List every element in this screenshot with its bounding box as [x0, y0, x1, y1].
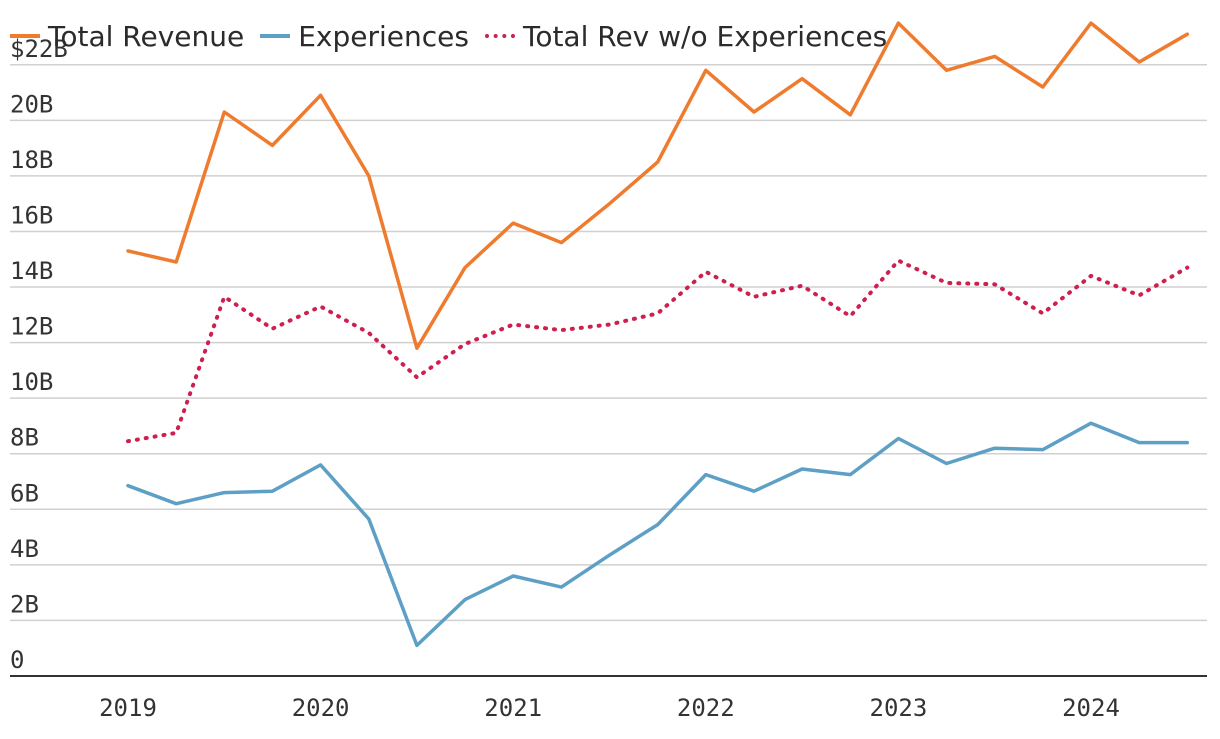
- legend-swatch-total-revenue: [10, 34, 40, 38]
- x-tick-label: 2023: [870, 694, 928, 722]
- y-tick-label: 10B: [10, 368, 53, 396]
- legend-label-experiences: Experiences: [298, 19, 469, 53]
- y-tick-label: 12B: [10, 313, 53, 341]
- legend-swatch-experiences: [260, 34, 291, 38]
- legend-label-total-rev-wo-experiences: Total Rev w/o Experiences: [522, 19, 888, 53]
- series-lines: [126, 21, 1190, 648]
- x-tick-label: 2020: [292, 694, 350, 722]
- legend-item-total-revenue[interactable]: Total Revenue: [10, 20, 244, 53]
- x-tick-label: 2019: [99, 694, 157, 722]
- series-line-total-rev-w-o-experiences: [126, 258, 1190, 444]
- y-tick-label: 0: [10, 646, 24, 674]
- legend-swatch-total-rev-wo-experiences: [484, 34, 515, 38]
- x-tick-label: 2021: [484, 694, 542, 722]
- series-line-experiences: [126, 421, 1190, 648]
- legend-item-total-rev-wo-experiences[interactable]: Total Rev w/o Experiences: [484, 19, 888, 53]
- y-tick-label: 8B: [10, 424, 39, 452]
- y-tick-label: 6B: [10, 479, 39, 507]
- y-tick-label: 20B: [10, 90, 53, 118]
- y-axis-tick-labels: 0 2B 4B 6B 8B 10B 12B 14B 16B 18B 20B $22B: [10, 35, 68, 674]
- legend-item-experiences[interactable]: Experiences: [260, 20, 469, 53]
- legend-label-total-revenue: Total Revenue: [48, 19, 245, 53]
- y-tick-label: 2B: [10, 590, 39, 618]
- y-tick-label: 18B: [10, 146, 53, 174]
- y-tick-label: $22B: [10, 35, 68, 63]
- series-line-total-revenue: [126, 21, 1190, 350]
- grid-lines: [10, 64, 1207, 677]
- y-tick-label: 14B: [10, 257, 53, 285]
- x-axis-tick-labels: 2019 2020 2021 2022 2023 2024: [99, 694, 1120, 722]
- y-tick-label: 16B: [10, 201, 53, 229]
- x-tick-label: 2022: [677, 694, 735, 722]
- legend: Total Revenue Experiences Total Rev w/o …: [10, 14, 903, 58]
- x-tick-label: 2024: [1062, 694, 1120, 722]
- y-tick-label: 4B: [10, 535, 39, 563]
